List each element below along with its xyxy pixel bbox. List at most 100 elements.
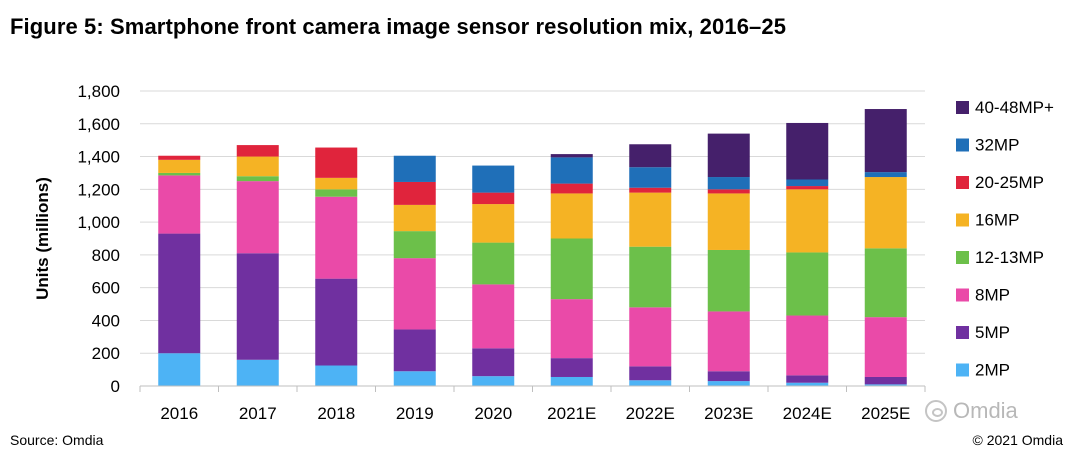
bar-segment-20-25mp (550, 183, 593, 194)
bar-segment-32mp (472, 165, 515, 193)
bar-segment-12-13mp (786, 252, 829, 316)
bar-segment-16mp (550, 193, 593, 239)
bar-segment-8mp (236, 181, 279, 254)
bar-segment-16mp (629, 192, 672, 247)
legend-label: 16MP (975, 211, 1019, 230)
x-tick-label: 2016 (160, 404, 198, 423)
legend-swatch (956, 176, 969, 189)
x-tick-label: 2023E (704, 404, 753, 423)
bar-segment-40-48mp- (629, 144, 672, 168)
bar-segment-5mp (393, 329, 436, 372)
bar-segment-12-13mp (707, 249, 750, 312)
legend-label: 5MP (975, 323, 1010, 342)
bar-segment-16mp (393, 204, 436, 232)
bar-segment-5mp (707, 371, 750, 382)
bar-segment-12-13mp (315, 189, 358, 197)
legend-swatch (956, 326, 969, 339)
legend-swatch (956, 138, 969, 152)
bar-segment-2mp (864, 384, 907, 386)
y-tick-label: 1,400 (77, 148, 120, 167)
bar-segment-32mp (786, 179, 829, 187)
bar-segment-20-25mp (786, 186, 829, 190)
legend-swatch (956, 363, 969, 377)
bar-segment-2mp (393, 371, 436, 386)
x-tick-label: 2019 (396, 404, 434, 423)
legend-label: 2MP (975, 361, 1010, 380)
bars (158, 109, 907, 386)
bar-segment-20-25mp (707, 189, 750, 194)
bar-segment-12-13mp (393, 231, 436, 259)
bar-segment-12-13mp (236, 176, 279, 182)
y-tick-label: 1,600 (77, 115, 120, 134)
legend-swatch (956, 101, 969, 114)
y-tick-label: 1,800 (77, 82, 120, 101)
bar-segment-20-25mp (158, 155, 201, 160)
bar-segment-5mp (629, 366, 672, 381)
y-tick-label: 1,000 (77, 213, 120, 232)
bar-segment-32mp (707, 177, 750, 190)
bar-segment-16mp (472, 204, 515, 243)
bar-segment-16mp (236, 156, 279, 177)
bar-segment-5mp (472, 348, 515, 377)
bar-segment-8mp (864, 317, 907, 377)
bar-segment-12-13mp (629, 246, 672, 308)
legend: 40-48MP+ 32MP 20-25MP 16MP 12-13MP 8MP 5MP 2MP (956, 98, 1054, 380)
wechat-icon (925, 400, 947, 422)
source-note: Source: Omdia (10, 432, 104, 448)
y-tick-label: 1,200 (77, 180, 120, 199)
watermark-text: Omdia (953, 398, 1018, 423)
bar-segment-8mp (550, 299, 593, 359)
bar-segment-5mp (158, 233, 201, 354)
bar-segment-20-25mp (393, 181, 436, 205)
legend-swatch (956, 213, 969, 227)
bar-segment-40-48mp- (864, 109, 907, 173)
bar-segment-16mp (158, 159, 201, 173)
bar-segment-12-13mp (158, 172, 201, 176)
bar-segment-20-25mp (236, 145, 279, 157)
legend-label: 8MP (975, 286, 1010, 305)
bar-segment-16mp (786, 189, 829, 253)
watermark: Omdia (925, 398, 1018, 424)
bar-segment-2mp (629, 380, 672, 386)
x-tick-label: 2021E (547, 404, 596, 423)
bar-segment-2mp (707, 381, 750, 386)
bar-segment-2mp (550, 376, 593, 386)
bar-segment-5mp (786, 375, 829, 383)
axes: 0 200 400 600 800 1,000 1,200 1,400 1,600 1,800 Un… (33, 82, 926, 423)
bar-segment-32mp (393, 155, 436, 182)
bar-segment-8mp (315, 196, 358, 279)
bar-segment-12-13mp (472, 242, 515, 285)
bar-segment-2mp (158, 353, 201, 386)
bar-segment-2mp (472, 376, 515, 386)
bar-segment-16mp (864, 177, 907, 249)
bar-segment-2mp (786, 382, 829, 386)
bar-segment-5mp (236, 253, 279, 360)
bar-segment-8mp (472, 284, 515, 349)
bar-segment-16mp (315, 177, 358, 190)
bar-segment-8mp (707, 311, 750, 372)
x-tick-label: 2024E (783, 404, 832, 423)
bar-segment-8mp (786, 315, 829, 376)
chart-title: Figure 5: Smartphone front camera image … (10, 14, 787, 39)
bar-segment-20-25mp (472, 192, 515, 205)
bar-segment-2mp (236, 359, 279, 386)
bar-segment-8mp (393, 258, 436, 330)
y-tick-label: 0 (111, 377, 120, 396)
legend-label: 12-13MP (975, 248, 1044, 267)
y-tick-label: 800 (92, 246, 120, 265)
y-tick-label: 600 (92, 279, 120, 298)
legend-label: 40-48MP+ (975, 98, 1054, 117)
bar-segment-20-25mp (629, 187, 672, 193)
bar-segment-5mp (864, 376, 907, 385)
copyright-note: © 2021 Omdia (972, 432, 1063, 448)
bar-segment-32mp (550, 157, 593, 184)
bar-segment-20-25mp (315, 147, 358, 178)
bar-segment-32mp (629, 167, 672, 188)
bar-segment-32mp (864, 172, 907, 178)
x-tick-label: 2017 (239, 404, 277, 423)
bar-segment-12-13mp (550, 238, 593, 300)
y-tick-label: 200 (92, 344, 120, 363)
bar-segment-16mp (707, 193, 750, 250)
x-tick-label: 2018 (317, 404, 355, 423)
